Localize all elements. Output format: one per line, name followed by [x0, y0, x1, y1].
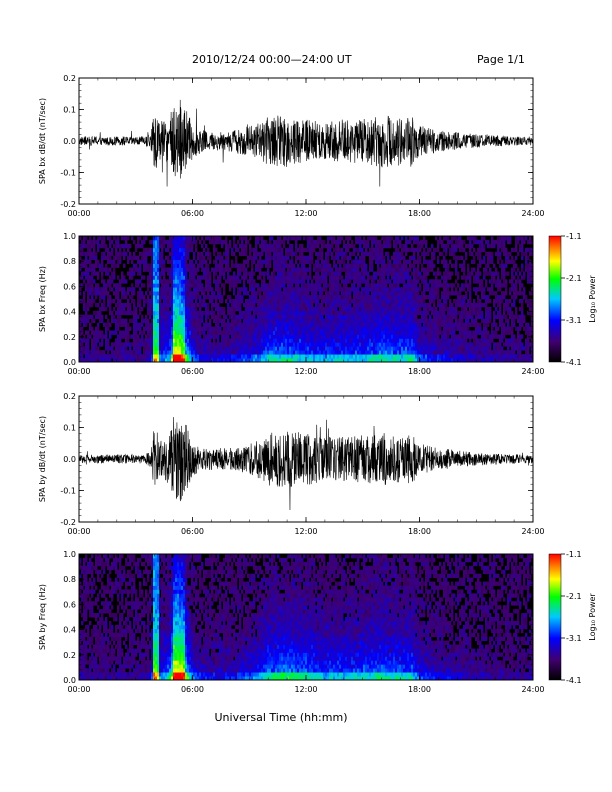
x-tick-label: 12:00	[294, 685, 317, 694]
y-axis-label: SPA by dB/dt (nT/sec)	[38, 416, 47, 502]
waveform	[78, 417, 534, 511]
waveform-trace	[78, 99, 534, 187]
x-tick-label: 00:00	[67, 367, 90, 376]
colorbar-tick-label: -1.1	[566, 232, 582, 241]
x-tick-label: 00:00	[67, 685, 90, 694]
x-tick-label: 00:00	[67, 527, 90, 536]
x-tick-label: 24:00	[521, 367, 544, 376]
colorbar-gradient	[548, 553, 562, 681]
y-tick-label: 0.1	[63, 106, 76, 115]
colorbar: -1.1 -2.1 -3.1 -4.1 Log₁₀ Power	[548, 550, 597, 685]
colorbar-label: Log₁₀ Power	[588, 275, 597, 323]
y-tick-label: 1.0	[63, 232, 76, 241]
colorbar-tick-label: -2.1	[566, 274, 582, 283]
x-tick-label: 12:00	[294, 209, 317, 218]
y-tick-label: 0.8	[63, 575, 76, 584]
waveform	[78, 99, 534, 187]
x-tick-label: 18:00	[408, 367, 431, 376]
x-tick-label: 06:00	[181, 209, 204, 218]
x-tick-label: 06:00	[181, 367, 204, 376]
y-tick-label: 0.2	[63, 74, 76, 83]
y-tick-label: 0.0	[63, 676, 76, 685]
colorbar: -1.1 -2.1 -3.1 -4.1 Log₁₀ Power	[548, 232, 597, 367]
y-tick-label: 0.1	[63, 424, 76, 433]
y-tick-label: 0.0	[63, 358, 76, 367]
x-tick-label: 18:00	[408, 209, 431, 218]
x-tick-label: 12:00	[294, 367, 317, 376]
waveform-trace	[78, 417, 534, 511]
page-title: 2010/12/24 00:00—24:00 UT	[192, 53, 352, 66]
colorbar-tick-label: -4.1	[566, 676, 582, 685]
y-tick-label: -0.2	[60, 200, 76, 209]
panel-3: 0.2 0.1 0.0 -0.1 -0.200:00 06:00 12:00 18:00 24:…	[38, 392, 545, 536]
y-tick-label: 0.2	[63, 651, 76, 660]
y-tick-label: 0.4	[63, 308, 76, 317]
page-number: Page 1/1	[477, 53, 525, 66]
panel-2: -1.1 -2.1 -3.1 -4.1 Log₁₀ Power 1.0 0.8 0.6 0.4 0…	[38, 232, 597, 376]
y-tick-label: 0.4	[63, 626, 76, 635]
y-tick-label: 0.0	[63, 455, 76, 464]
panel-1: 0.2 0.1 0.0 -0.1 -0.200:00 06:00 12:00 18:00 24:…	[38, 74, 545, 218]
x-tick-label: 24:00	[521, 209, 544, 218]
x-tick-label: 06:00	[181, 685, 204, 694]
x-tick-label: 06:00	[181, 527, 204, 536]
colorbar-tick-label: -3.1	[566, 316, 582, 325]
y-tick-label: 0.0	[63, 137, 76, 146]
spectrogram-cells	[79, 554, 534, 681]
y-axis-label: SPA bx dB/dt (nT/sec)	[38, 98, 47, 184]
y-axis-label: SPA bx Freq (Hz)	[38, 266, 47, 332]
x-axis-label: Universal Time (hh:mm)	[215, 711, 348, 724]
y-tick-label: 0.8	[63, 257, 76, 266]
x-tick-label: 12:00	[294, 527, 317, 536]
colorbar-tick-label: -4.1	[566, 358, 582, 367]
y-tick-label: -0.1	[60, 487, 76, 496]
y-tick-label: 0.6	[63, 282, 76, 291]
y-tick-label: 0.2	[63, 333, 76, 342]
x-tick-label: 18:00	[408, 527, 431, 536]
colorbar-tick-label: -3.1	[566, 634, 582, 643]
y-axis-label: SPA by Freq (Hz)	[38, 584, 47, 650]
colorbar-tick-label: -1.1	[566, 550, 582, 559]
panel-4: -1.1 -2.1 -3.1 -4.1 Log₁₀ Power 1.0 0.8 0.6 0.4 0…	[38, 550, 597, 694]
spectrogram-cells	[79, 236, 534, 363]
y-tick-label: 0.2	[63, 392, 76, 401]
y-tick-label: 1.0	[63, 550, 76, 559]
x-tick-label: 24:00	[521, 527, 544, 536]
y-tick-label: -0.1	[60, 169, 76, 178]
y-tick-label: -0.2	[60, 518, 76, 527]
y-tick-label: 0.6	[63, 600, 76, 609]
x-tick-label: 18:00	[408, 685, 431, 694]
colorbar-label: Log₁₀ Power	[588, 593, 597, 641]
x-tick-label: 24:00	[521, 685, 544, 694]
x-tick-label: 00:00	[67, 209, 90, 218]
colorbar-gradient	[548, 235, 562, 363]
colorbar-tick-label: -2.1	[566, 592, 582, 601]
